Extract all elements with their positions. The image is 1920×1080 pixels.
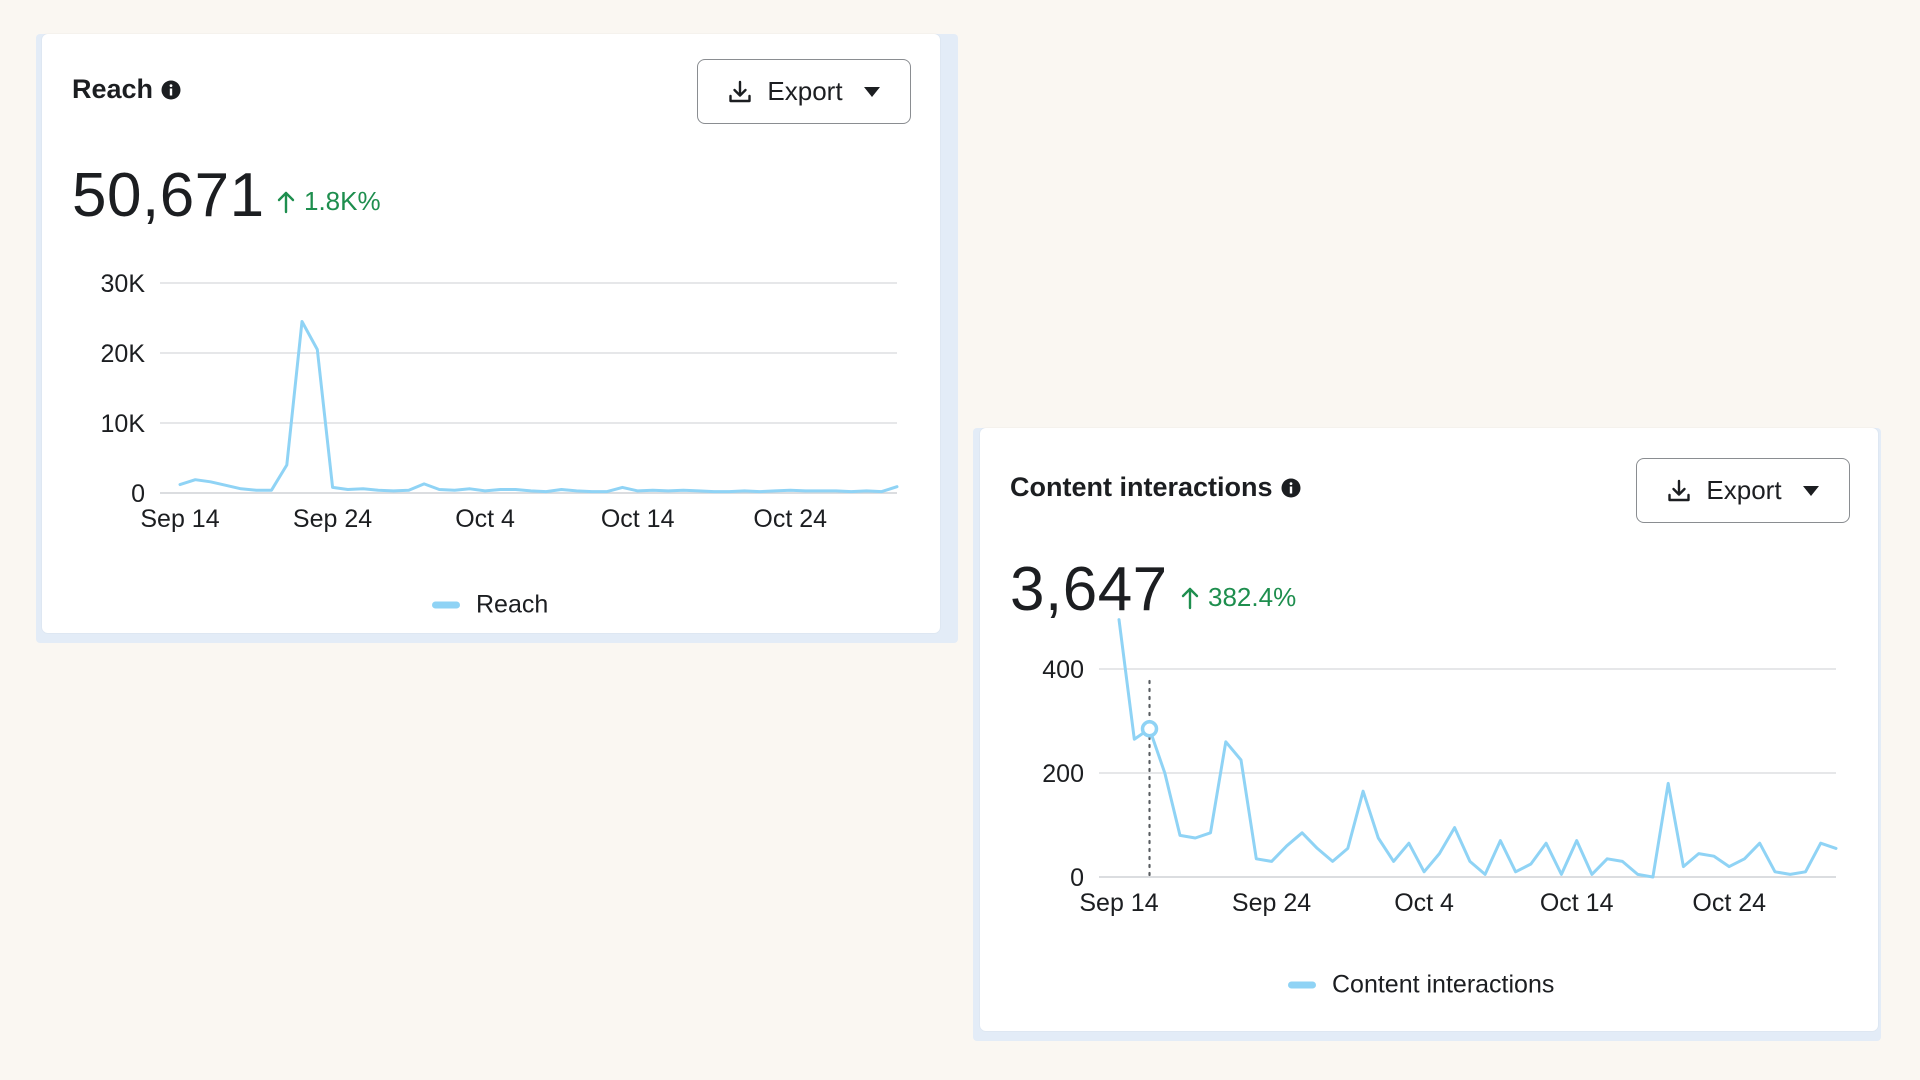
interactions-hover-point (1140, 720, 1159, 738)
reach-chart: 0 10K 20K 30K Sep 14 Sep 24 Oct 4 Oct 14 Oct 24 (101, 270, 899, 533)
interactions-delta-text: 382.4% (1208, 582, 1297, 612)
caret-down-icon (1802, 485, 1820, 497)
interactions-xtick-label: Sep 14 (1079, 889, 1158, 917)
interactions-legend-label: Content interactions (1332, 970, 1555, 999)
info-circle-icon[interactable] (161, 80, 181, 100)
interactions-card: Content interactions Export 3,647 382.4% (980, 428, 1878, 1031)
info-circle-icon[interactable] (1281, 478, 1301, 498)
arrow-up-icon (276, 190, 296, 214)
interactions-xtick-label: Oct 14 (1540, 889, 1614, 917)
download-icon (727, 79, 753, 105)
reach-xtick-label: Oct 14 (601, 505, 675, 533)
reach-card: Reach Export 50,671 1.8K% 0 10K 20K 30K (42, 34, 940, 633)
interactions-xtick-label: Sep 24 (1232, 889, 1311, 917)
interactions-title-text: Content interactions (1010, 472, 1273, 502)
reach-title-text: Reach (72, 74, 154, 104)
interactions-legend-swatch (1288, 981, 1316, 989)
interactions-value: 3,647 (1010, 555, 1168, 624)
reach-xtick-label: Oct 24 (753, 505, 827, 533)
download-icon (1666, 478, 1692, 504)
reach-delta-text: 1.8K% (304, 186, 381, 216)
reach-series-line (178, 320, 899, 494)
interactions-ytick-label: 400 (1042, 656, 1084, 684)
reach-ytick-label: 0 (131, 480, 145, 508)
interactions-ytick-label: 0 (1070, 864, 1084, 892)
interactions-chart[interactable]: 0 200 400 Sep 14 Sep 24 Oct 4 Oct 14 Oct 24 (980, 428, 1878, 1031)
reach-title: Reach (72, 74, 181, 105)
interactions-legend: Content interactions (1288, 971, 1554, 1000)
reach-legend-swatch (432, 601, 460, 609)
arrow-up-icon (1180, 586, 1200, 610)
interactions-series-line (1117, 618, 1838, 879)
reach-delta: 1.8K% (276, 186, 381, 217)
reach-xtick-label: Sep 24 (293, 505, 372, 533)
interactions-export-button[interactable]: Export (1636, 458, 1850, 523)
reach-ytick-label: 10K (101, 410, 146, 438)
interactions-xtick-label: Oct 24 (1692, 889, 1766, 917)
caret-down-icon (863, 86, 881, 98)
reach-export-button[interactable]: Export (697, 59, 911, 124)
reach-value: 50,671 (72, 161, 265, 230)
reach-ytick-label: 30K (101, 270, 146, 298)
interactions-ytick-label: 200 (1042, 760, 1084, 788)
reach-legend: Reach (432, 591, 548, 620)
interactions-xtick-label: Oct 4 (1394, 889, 1454, 917)
reach-export-label: Export (767, 76, 843, 106)
interactions-title: Content interactions (1010, 472, 1301, 503)
reach-legend-label: Reach (476, 590, 549, 619)
reach-ytick-label: 20K (101, 340, 146, 368)
interactions-delta: 382.4% (1180, 582, 1296, 613)
reach-xtick-label: Sep 14 (140, 505, 219, 533)
reach-xtick-label: Oct 4 (455, 505, 515, 533)
interactions-export-label: Export (1706, 475, 1782, 505)
